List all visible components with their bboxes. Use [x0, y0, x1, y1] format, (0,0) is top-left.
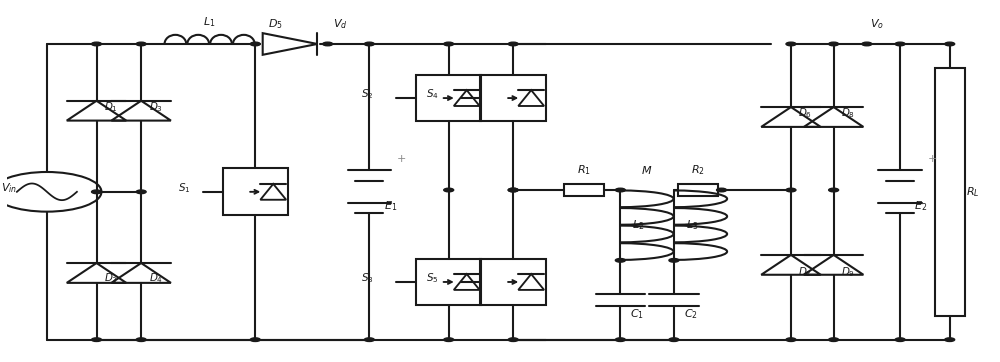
Circle shape: [250, 42, 260, 46]
Circle shape: [829, 188, 839, 192]
Circle shape: [615, 338, 625, 341]
Circle shape: [945, 338, 955, 341]
Text: $V_{in}$: $V_{in}$: [1, 181, 17, 195]
Circle shape: [615, 258, 625, 262]
Circle shape: [615, 188, 625, 192]
Circle shape: [364, 338, 374, 341]
Bar: [480, 258, 546, 306]
Text: $R_1$: $R_1$: [577, 163, 591, 177]
Bar: [678, 184, 718, 196]
Circle shape: [323, 42, 333, 46]
Circle shape: [829, 42, 839, 46]
Circle shape: [895, 42, 905, 46]
Circle shape: [508, 188, 518, 192]
Text: +: +: [397, 154, 406, 164]
Text: $D_9$: $D_9$: [841, 265, 855, 279]
Text: $M$: $M$: [641, 164, 653, 176]
Circle shape: [895, 338, 905, 341]
Circle shape: [508, 42, 518, 46]
Text: $S_5$: $S_5$: [426, 272, 438, 285]
Text: $D_2$: $D_2$: [104, 272, 118, 285]
Circle shape: [786, 188, 796, 192]
Circle shape: [786, 42, 796, 46]
Circle shape: [862, 42, 872, 46]
Text: $L_3$: $L_3$: [686, 218, 698, 232]
Circle shape: [945, 42, 955, 46]
Circle shape: [829, 338, 839, 341]
Text: $D_1$: $D_1$: [104, 100, 118, 114]
Bar: [223, 168, 288, 215]
Circle shape: [444, 42, 454, 46]
Text: $D_7$: $D_7$: [798, 265, 812, 279]
Bar: [416, 258, 481, 306]
Bar: [935, 68, 965, 316]
Bar: [564, 184, 604, 196]
Text: $D_6$: $D_6$: [798, 106, 812, 120]
Text: $S_1$: $S_1$: [178, 181, 190, 195]
Bar: [480, 75, 546, 122]
Text: $S_4$: $S_4$: [426, 88, 439, 101]
Text: $V_o$: $V_o$: [870, 17, 884, 31]
Bar: [416, 75, 481, 122]
Text: $L_1$: $L_1$: [203, 16, 216, 29]
Circle shape: [136, 42, 146, 46]
Circle shape: [669, 258, 679, 262]
Text: $C_1$: $C_1$: [630, 308, 644, 321]
Text: $R_L$: $R_L$: [966, 185, 979, 199]
Text: +: +: [928, 154, 937, 164]
Circle shape: [786, 338, 796, 341]
Text: $S_2$: $S_2$: [361, 88, 374, 101]
Text: $C_2$: $C_2$: [684, 308, 698, 321]
Circle shape: [364, 42, 374, 46]
Text: $D_4$: $D_4$: [149, 272, 163, 285]
Circle shape: [92, 338, 101, 341]
Circle shape: [508, 338, 518, 341]
Text: $D_3$: $D_3$: [149, 100, 163, 114]
Text: $S_3$: $S_3$: [361, 272, 374, 285]
Circle shape: [717, 188, 726, 192]
Text: $E_2$: $E_2$: [914, 199, 927, 213]
Text: $R_2$: $R_2$: [691, 163, 705, 177]
Circle shape: [444, 338, 454, 341]
Circle shape: [136, 338, 146, 341]
Circle shape: [92, 190, 101, 194]
Text: $D_8$: $D_8$: [841, 106, 855, 120]
Circle shape: [508, 188, 518, 192]
Circle shape: [92, 42, 101, 46]
Circle shape: [444, 188, 454, 192]
Text: $L_2$: $L_2$: [632, 218, 645, 232]
Text: $E_1$: $E_1$: [384, 199, 397, 213]
Circle shape: [136, 190, 146, 194]
Text: $D_5$: $D_5$: [268, 17, 282, 31]
Text: $V_d$: $V_d$: [333, 17, 347, 31]
Circle shape: [250, 338, 260, 341]
Circle shape: [669, 338, 679, 341]
